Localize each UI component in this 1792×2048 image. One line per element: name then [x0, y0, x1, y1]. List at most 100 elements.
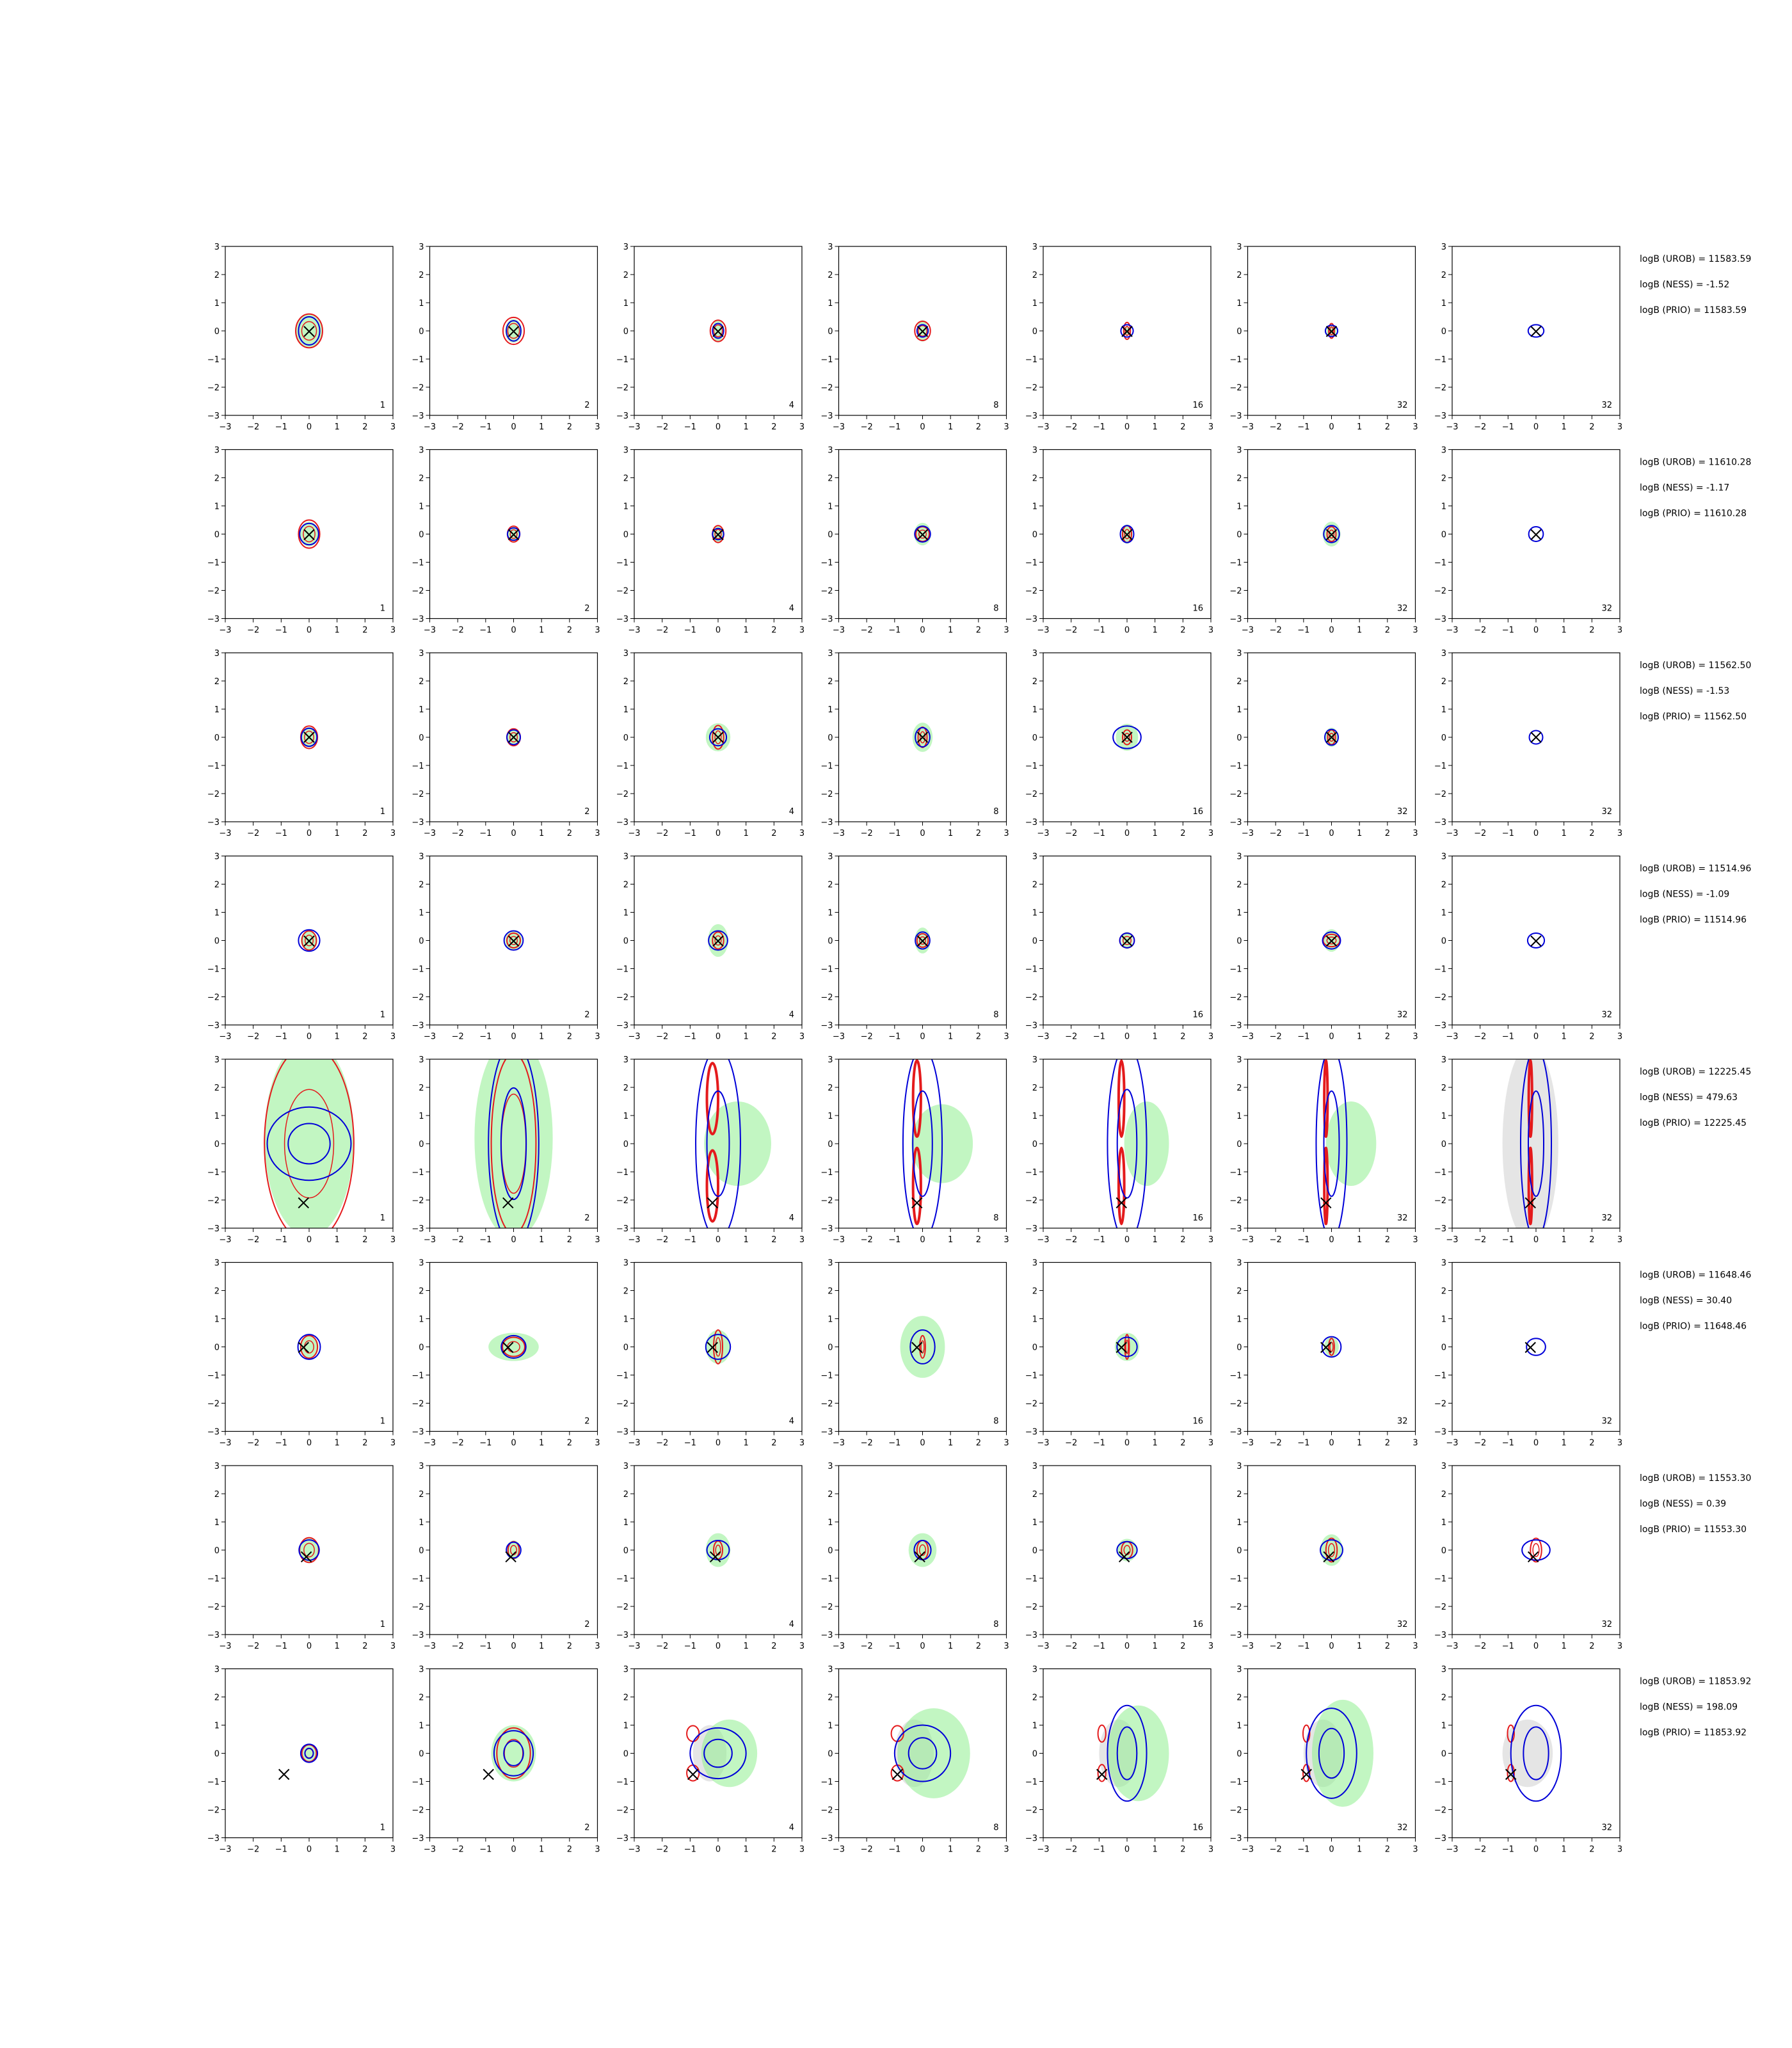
y-tick-label: −2	[207, 790, 220, 799]
panel-label: 16	[1192, 401, 1203, 410]
row-annotation: logB (PRIO) = 11553.30	[1640, 1524, 1747, 1535]
x-tick-label: −3	[628, 1642, 640, 1651]
x-tick-label: 0	[511, 422, 516, 432]
red-contour	[1097, 1764, 1107, 1782]
x-tick-label: 3	[1617, 1642, 1622, 1651]
y-tick-label: −1	[207, 1372, 220, 1381]
x-tick-label: −2	[1065, 626, 1077, 636]
y-tick-label: −3	[207, 1021, 220, 1031]
x-tick-label: 0	[1124, 1845, 1130, 1855]
x-tick-label: 0	[511, 1032, 516, 1042]
x-tick-label: 3	[390, 1439, 396, 1448]
red-contour	[1302, 1764, 1311, 1782]
y-tick-label: −3	[616, 818, 628, 828]
x-tick-label: −1	[1502, 829, 1514, 838]
x-tick-label: −3	[424, 1032, 436, 1042]
y-tick-label: 1	[1441, 1112, 1446, 1121]
x-tick-label: 2	[1180, 1032, 1185, 1042]
panel-label: 1	[380, 1213, 385, 1223]
x-tick-label: 2	[362, 422, 367, 432]
x-tick-label: 1	[539, 1642, 544, 1651]
y-tick-label: −2	[412, 993, 424, 1003]
x-tick-label: −3	[1446, 422, 1458, 432]
x-tick-label: 3	[1412, 1235, 1418, 1245]
x-tick-label: 3	[1004, 829, 1009, 838]
y-tick-label: 1	[419, 1722, 424, 1731]
y-tick-label: −1	[1025, 355, 1037, 365]
y-tick-label: 3	[1236, 1665, 1242, 1675]
x-tick-label: 0	[511, 1439, 516, 1448]
y-tick-label: 3	[419, 649, 424, 659]
blue-contour-inner	[500, 1087, 527, 1201]
x-tick-label: 0	[1124, 1032, 1130, 1042]
x-tick-label: −2	[452, 626, 464, 636]
y-tick-label: 0	[623, 1750, 628, 1759]
y-tick-label: −3	[1025, 1021, 1037, 1031]
x-tick-label: −2	[1474, 1642, 1486, 1651]
true-value-marker	[298, 1341, 309, 1354]
panel-r8-c1: −3 −2 −1 0 1 2 3 −3 −2 −1 0 1 2 3 1	[207, 1665, 396, 1855]
blue-contour	[298, 929, 321, 952]
x-tick-label: −2	[1065, 1235, 1077, 1245]
x-tick-label: 3	[1004, 1235, 1009, 1245]
x-tick-label: −1	[1502, 1235, 1514, 1245]
panel-label: 4	[789, 1417, 794, 1427]
panel-label: 8	[993, 1011, 998, 1020]
y-tick-label: 1	[828, 909, 833, 918]
panel-label: 32	[1397, 604, 1408, 614]
y-tick-label: −3	[1025, 412, 1037, 421]
y-tick-label: 3	[1032, 243, 1037, 252]
red-contour-inner	[919, 731, 926, 744]
red-contour-inner	[918, 325, 927, 337]
red-contour	[496, 1727, 531, 1780]
y-tick-label: −1	[820, 965, 833, 975]
x-tick-label: 3	[595, 1032, 600, 1042]
y-tick-label: 3	[1236, 852, 1242, 862]
y-tick-label: −2	[1229, 587, 1242, 596]
x-tick-label: 1	[539, 1439, 544, 1448]
red-contour-inner	[303, 1542, 315, 1558]
y-tick-label: 3	[623, 243, 628, 252]
y-tick-label: 3	[1441, 1665, 1446, 1675]
y-tick-label: −2	[616, 587, 628, 596]
x-tick-label: 0	[1329, 1642, 1334, 1651]
blue-contour	[695, 1059, 741, 1228]
x-tick-label: 1	[1357, 1032, 1362, 1042]
y-tick-label: −3	[1229, 1224, 1242, 1234]
y-tick-label: 0	[828, 733, 833, 743]
blue-contour	[506, 1541, 522, 1559]
x-tick-label: 3	[1412, 1642, 1418, 1651]
true-value-marker	[1505, 1768, 1517, 1780]
y-tick-label: −1	[1229, 1372, 1242, 1381]
red-contour	[301, 930, 317, 951]
x-tick-label: 2	[771, 422, 776, 432]
x-tick-label: 1	[539, 1235, 544, 1245]
y-tick-label: −3	[207, 1834, 220, 1844]
y-tick-label: −2	[1434, 1603, 1446, 1612]
panel-label: 32	[1601, 401, 1612, 410]
true-value-marker	[916, 529, 929, 541]
y-tick-label: −2	[412, 790, 424, 799]
red-contour	[916, 932, 929, 948]
x-tick-label: 1	[1562, 829, 1567, 838]
y-tick-label: 1	[419, 1112, 424, 1121]
x-tick-label: 2	[362, 626, 367, 636]
x-tick-label: 2	[362, 829, 367, 838]
x-tick-label: −2	[861, 1032, 873, 1042]
y-tick-label: −3	[1229, 1021, 1242, 1031]
panel-label: 16	[1192, 807, 1203, 817]
x-tick-label: −1	[1093, 1032, 1105, 1042]
panel-r2-c4: −3 −2 −1 0 1 2 3 −3 −2 −1 0 1 2 3 8	[820, 446, 1009, 636]
green-density-fill	[300, 1745, 318, 1762]
y-tick-label: −1	[412, 1168, 424, 1178]
x-tick-label: 1	[744, 626, 749, 636]
y-tick-label: −3	[820, 1631, 833, 1640]
x-tick-label: 0	[716, 1032, 721, 1042]
y-tick-label: 3	[1032, 1462, 1037, 1471]
x-tick-label: 2	[567, 1845, 572, 1855]
x-tick-label: −3	[628, 1235, 640, 1245]
y-tick-label: −2	[1229, 1400, 1242, 1409]
x-tick-label: −2	[1270, 1235, 1282, 1245]
y-tick-label: 1	[419, 502, 424, 512]
blue-contour	[915, 931, 931, 950]
